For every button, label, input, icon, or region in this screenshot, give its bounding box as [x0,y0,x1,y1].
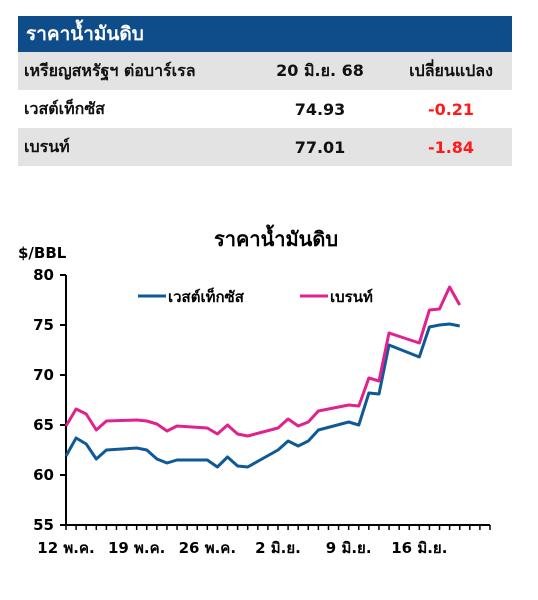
legend-label: เบรนท์ [330,288,373,306]
series-line-wti [64,322,460,469]
y-tick-label: 55 [33,516,54,534]
legend-label: เวสต์เท็กซัส [168,287,245,306]
row-price: 77.01 [294,137,346,157]
y-tick-label: 75 [33,316,54,334]
y-axis-unit: $/BBL [18,244,67,262]
series-lines [64,285,462,469]
y-tick-label: 80 [33,266,54,284]
x-tick-label: 26 พ.ค. [179,539,236,557]
chart-title: ราคาน้ำมันดิบ [214,224,338,251]
x-tick-label: 12 พ.ค. [37,539,94,557]
x-tick-label: 2 มิ.ย. [255,539,301,557]
header-date: 20 มิ.ย. 68 [276,60,364,80]
table-row-brent: เบรนท์ 77.01 -1.84 [18,128,512,166]
row-change: -1.84 [427,137,475,157]
x-tick-label: 9 มิ.ย. [326,539,372,557]
x-tick-label: 16 มิ.ย. [391,539,447,557]
row-name: เบรนท์ [24,136,70,156]
table-header-row: เหรียญสหรัฐฯ ต่อบาร์เรล 20 มิ.ย. 68 เปลี… [18,52,512,90]
row-name: เวสต์เท็กซัส [24,98,105,118]
oil-price-table: ราคาน้ำมันดิบ เหรียญสหรัฐฯ ต่อบาร์เรล 20… [18,16,512,166]
y-tick-label: 60 [33,466,54,484]
legend: เวสต์เท็กซัส เบรนท์ [138,287,373,306]
x-tick-label: 19 พ.ค. [108,539,165,557]
series-line-brent [64,285,462,438]
table-row-wti: เวสต์เท็กซัส 74.93 -0.21 [18,90,512,128]
y-tick-label: 65 [33,416,54,434]
header-change: เปลี่ยนแปลง [409,60,493,80]
row-change: -0.21 [427,99,475,119]
table-title: ราคาน้ำมันดิบ [18,16,512,52]
y-tick-label: 70 [33,366,54,384]
header-unit: เหรียญสหรัฐฯ ต่อบาร์เรล [24,60,196,80]
axes: 55 60 65 70 75 80 12 พ.ค. 19 พ.ค. 26 พ.ค. 2 มิ.ย.… [33,266,491,557]
row-price: 74.93 [294,99,346,119]
